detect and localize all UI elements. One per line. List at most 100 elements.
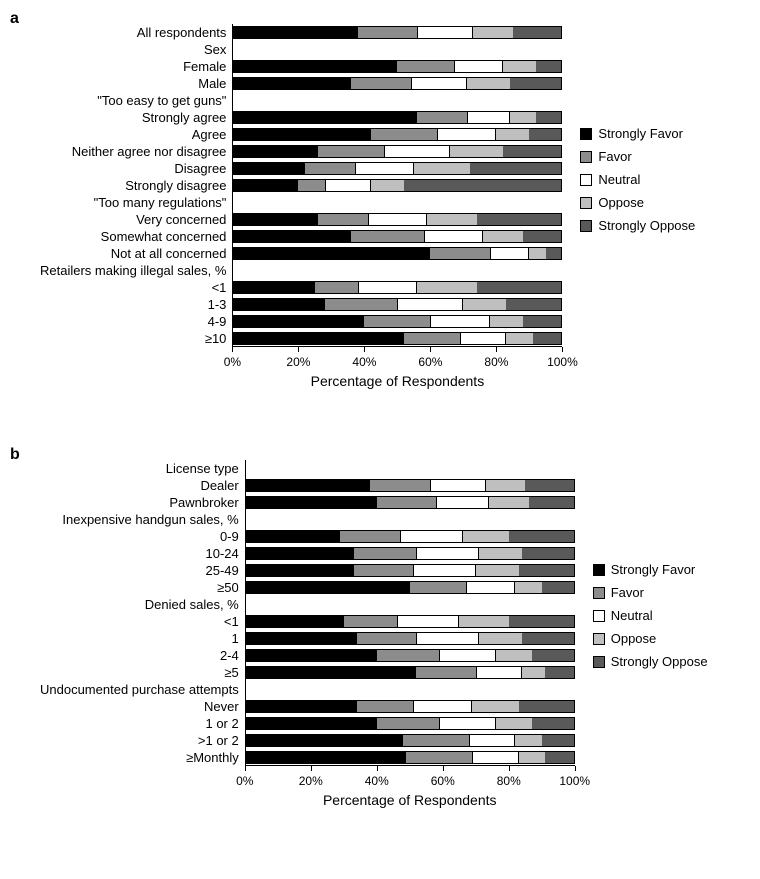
panel-b-chart: License typeDealerPawnbrokerInexpensive … xyxy=(40,446,750,766)
panel-b-plot-wrap: 0%20%40%60%80%100%Percentage of Responde… xyxy=(245,460,575,766)
panel-b: b License typeDealerPawnbrokerInexpensiv… xyxy=(10,446,750,876)
legend-label: Oppose xyxy=(611,631,657,646)
bar-segment-favor xyxy=(357,700,413,713)
bar-segment-strongly_favor xyxy=(245,547,354,560)
bar-segment-strongly_favor xyxy=(245,530,341,543)
bar-segment-strongly_favor xyxy=(245,717,377,730)
row-label: ≥10 xyxy=(205,330,227,347)
stacked-bar xyxy=(245,649,575,662)
panel-a-row-labels: All respondentsSexFemaleMale"Too easy to… xyxy=(40,24,232,347)
legend-swatch xyxy=(593,656,605,668)
x-axis xyxy=(245,765,575,766)
bar-segment-neutral xyxy=(467,111,510,124)
bar-segment-strongly_oppose xyxy=(522,632,575,645)
bar-segment-strongly_favor xyxy=(232,332,404,345)
x-tick xyxy=(443,766,444,771)
bar-segment-neutral xyxy=(476,666,522,679)
x-tick xyxy=(430,347,431,352)
legend-swatch xyxy=(593,610,605,622)
legend-swatch xyxy=(593,587,605,599)
bar-segment-favor xyxy=(403,734,469,747)
stacked-bar xyxy=(245,615,575,628)
row-label: Not at all concerned xyxy=(111,245,227,262)
bar-segment-oppose xyxy=(479,547,522,560)
bar-segment-favor xyxy=(344,615,397,628)
x-tick-label: 80% xyxy=(497,774,521,788)
row-header-label: Inexpensive handgun sales, % xyxy=(62,511,238,528)
bar-segment-favor xyxy=(298,179,324,192)
bar-segment-oppose xyxy=(427,213,477,226)
x-tick-label: 40% xyxy=(352,355,376,369)
bar-segment-oppose xyxy=(472,700,518,713)
row-label: 4-9 xyxy=(208,313,227,330)
row-label: ≥5 xyxy=(224,664,238,681)
legend-label: Neutral xyxy=(598,172,640,187)
stacked-bar xyxy=(245,700,575,713)
bar-segment-strongly_oppose xyxy=(470,162,562,175)
stacked-bar xyxy=(232,162,562,175)
bar-segment-strongly_oppose xyxy=(509,530,575,543)
panel-a-plot-wrap: 0%20%40%60%80%100%Percentage of Responde… xyxy=(232,24,562,347)
legend-label: Strongly Oppose xyxy=(598,218,695,233)
bar-segment-oppose xyxy=(450,145,503,158)
bar-segment-oppose xyxy=(515,734,541,747)
bar-segment-strongly_favor xyxy=(232,145,318,158)
row-label: Agree xyxy=(192,126,227,143)
stacked-bar xyxy=(245,479,575,492)
stacked-bar xyxy=(232,213,562,226)
bar-segment-strongly_favor xyxy=(232,247,430,260)
panel-b-legend: Strongly FavorFavorNeutralOpposeStrongly… xyxy=(593,562,708,669)
x-tick-label: 20% xyxy=(299,774,323,788)
legend-label: Strongly Oppose xyxy=(611,654,708,669)
bar-segment-strongly_oppose xyxy=(536,60,562,73)
bar-segment-strongly_oppose xyxy=(529,496,575,509)
legend-label: Strongly Favor xyxy=(611,562,696,577)
bar-segment-oppose xyxy=(463,298,506,311)
legend-item-oppose: Oppose xyxy=(593,631,708,646)
bar-segment-neutral xyxy=(325,179,371,192)
bar-segment-neutral xyxy=(397,298,463,311)
bar-segment-neutral xyxy=(397,615,460,628)
bar-segment-favor xyxy=(354,547,417,560)
x-tick xyxy=(245,766,246,771)
stacked-bar xyxy=(232,315,562,328)
bar-segment-neutral xyxy=(424,230,483,243)
x-axis-title: Percentage of Respondents xyxy=(311,373,485,389)
bar-segment-neutral xyxy=(416,547,479,560)
legend-item-neutral: Neutral xyxy=(593,608,708,623)
legend-item-neutral: Neutral xyxy=(580,172,695,187)
bar-segment-favor xyxy=(406,751,472,764)
bar-segment-favor xyxy=(351,77,410,90)
bar-segment-strongly_favor xyxy=(245,479,370,492)
bar-segment-neutral xyxy=(417,26,473,39)
x-tick xyxy=(509,766,510,771)
x-tick-label: 60% xyxy=(431,774,455,788)
bar-segment-strongly_oppose xyxy=(523,315,563,328)
bar-segment-favor xyxy=(340,530,399,543)
bar-segment-strongly_favor xyxy=(232,77,351,90)
stacked-bar xyxy=(245,496,575,509)
row-label: <1 xyxy=(224,613,239,630)
row-label: Very concerned xyxy=(136,211,226,228)
row-label: 1 xyxy=(232,630,239,647)
bar-segment-strongly_oppose xyxy=(509,615,575,628)
bar-segment-oppose xyxy=(417,281,476,294)
bar-segment-favor xyxy=(325,298,398,311)
bar-segment-oppose xyxy=(489,496,529,509)
legend-swatch xyxy=(580,197,592,209)
bar-segment-strongly_oppose xyxy=(525,479,575,492)
row-header-label: License type xyxy=(166,460,239,477)
bar-segment-strongly_oppose xyxy=(542,734,575,747)
legend-label: Neutral xyxy=(611,608,653,623)
bar-segment-neutral xyxy=(472,751,518,764)
row-header-label: "Too easy to get guns" xyxy=(97,92,226,109)
bar-segment-neutral xyxy=(460,332,506,345)
x-tick-label: 80% xyxy=(484,355,508,369)
bar-segment-strongly_oppose xyxy=(506,298,562,311)
stacked-bar xyxy=(232,281,562,294)
stacked-bar xyxy=(245,547,575,560)
bar-segment-strongly_oppose xyxy=(532,649,575,662)
stacked-bar xyxy=(245,717,575,730)
bar-segment-strongly_favor xyxy=(245,666,417,679)
x-tick xyxy=(562,347,563,352)
